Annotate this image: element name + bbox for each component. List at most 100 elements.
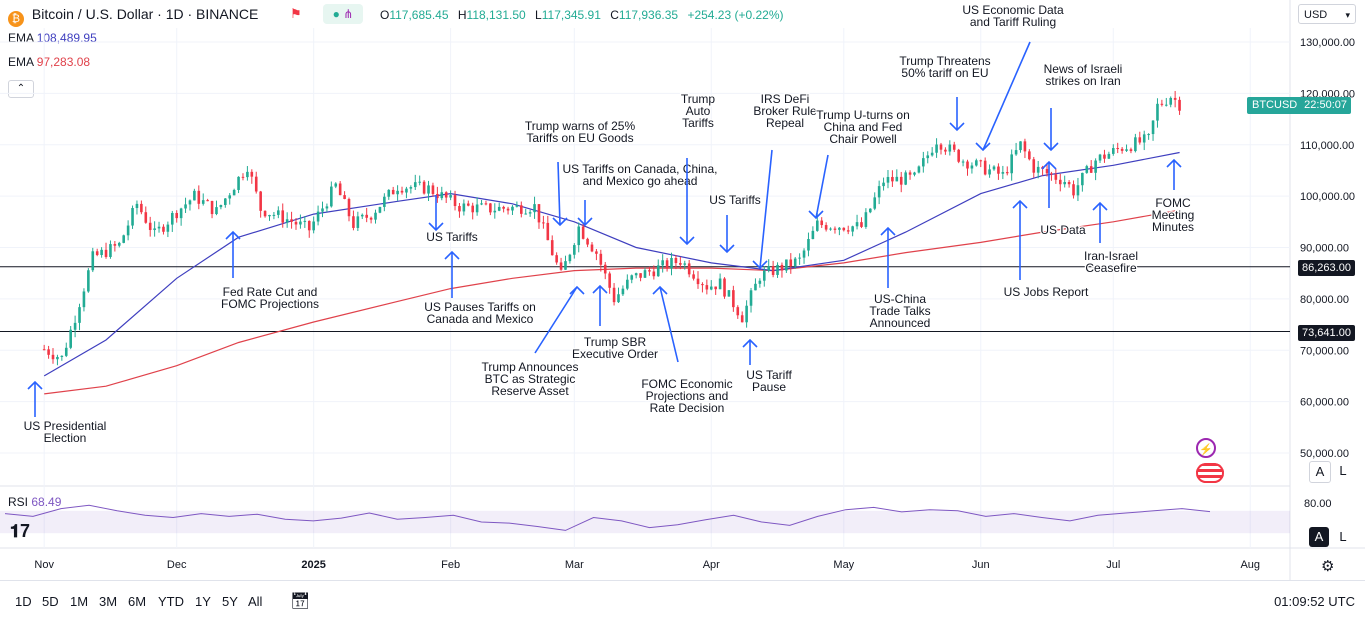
candle: [546, 215, 550, 241]
candle-body: [520, 205, 523, 214]
annotation-label: Ceasefire: [1085, 261, 1137, 275]
candle: [935, 138, 938, 158]
date-range-calendar-icon[interactable]: 📅︎: [290, 593, 311, 610]
candle-body: [811, 230, 815, 240]
rsi-auto-scale-button[interactable]: A: [1309, 527, 1329, 547]
range-1m-button[interactable]: 1M: [70, 594, 89, 609]
candle: [643, 267, 647, 279]
candle-body: [533, 204, 536, 213]
candle-body: [944, 149, 947, 152]
price-axis: 130,000.00120,000.00110,000.00100,000.00…: [1300, 37, 1355, 460]
log-scale-button[interactable]: L: [1339, 463, 1347, 478]
candle-body: [966, 161, 969, 169]
assistant-icon[interactable]: ⚡: [1196, 438, 1216, 458]
candle-body: [352, 216, 355, 228]
candle: [705, 279, 709, 295]
candle: [1001, 165, 1005, 180]
candle: [60, 355, 64, 361]
candle-body: [436, 193, 439, 199]
symbol-title[interactable]: Bitcoin / U.S. Dollar · 1D · BINANCE: [31, 6, 259, 22]
annotation-label: Pause: [752, 380, 786, 394]
range-5d-button[interactable]: 5D: [42, 594, 59, 609]
range-5y-button[interactable]: 5Y: [222, 594, 238, 609]
flag-icon[interactable]: ⚑: [290, 6, 302, 21]
quick-actions[interactable]: ● ⋔: [323, 4, 363, 24]
rsi-legend[interactable]: RSI 68.49: [8, 495, 62, 509]
annotation-arrow: [982, 41, 1031, 151]
candle: [1058, 173, 1062, 192]
candle-body: [489, 203, 492, 213]
candle: [104, 242, 108, 259]
candle-body: [303, 220, 307, 222]
range-1y-button[interactable]: 1Y: [195, 594, 211, 609]
candle: [153, 221, 156, 237]
candle: [409, 185, 413, 194]
candle: [528, 209, 532, 217]
candle-body: [95, 251, 99, 256]
collapse-legend-button[interactable]: ⌃: [8, 80, 34, 98]
candle: [162, 224, 165, 235]
candle: [338, 181, 342, 196]
range-1d-button[interactable]: 1D: [15, 594, 32, 609]
candle-body: [767, 266, 770, 271]
candle: [259, 190, 262, 218]
currency-selector[interactable]: USD ▾: [1298, 4, 1356, 24]
candle-body: [157, 226, 161, 229]
candle: [886, 169, 890, 189]
annotation-label: Trump: [681, 92, 716, 106]
ema-slow-legend[interactable]: EMA 97,283.08: [8, 55, 91, 69]
annotation-arrow: [534, 286, 578, 354]
candle: [537, 204, 541, 229]
candle: [948, 140, 952, 156]
candle: [745, 300, 748, 328]
annotation-label: Repeal: [766, 116, 804, 130]
clock-readout[interactable]: 01:09:52 UTC: [1274, 594, 1355, 609]
candle-body: [1138, 137, 1142, 143]
candle-body: [153, 228, 156, 231]
candle-body: [648, 270, 651, 272]
candle: [568, 253, 572, 264]
candle-body: [537, 204, 541, 223]
arrow-head-icon: [679, 236, 695, 246]
candle-body: [1036, 166, 1040, 173]
range-all-button[interactable]: All: [248, 594, 263, 609]
candle-body: [1094, 160, 1097, 173]
candle-body: [908, 172, 912, 175]
candle: [864, 208, 868, 229]
candle: [564, 255, 567, 270]
candle-body: [1010, 154, 1013, 174]
candle-body: [1058, 179, 1062, 185]
candle-body: [360, 214, 364, 217]
range-6m-button[interactable]: 6M: [128, 594, 147, 609]
candle: [983, 157, 987, 176]
price-chart[interactable]: 130,000.00120,000.00110,000.00100,000.00…: [0, 0, 1365, 580]
candle-body: [166, 224, 170, 232]
candle-body: [290, 219, 293, 222]
candle: [201, 193, 205, 206]
candle-body: [869, 208, 872, 213]
candle: [939, 142, 943, 155]
range-3m-button[interactable]: 3M: [99, 594, 118, 609]
annotation-label: Minutes: [1152, 220, 1194, 234]
annotation-label: US Data: [1040, 223, 1086, 237]
candle: [51, 348, 55, 364]
range-ytd-button[interactable]: YTD: [158, 594, 184, 609]
candle-body: [626, 279, 629, 289]
candle-body: [886, 176, 890, 183]
candle: [135, 200, 139, 215]
us-flag-icon[interactable]: [1196, 463, 1224, 483]
candle: [904, 170, 907, 186]
arrow-head-icon: [808, 210, 824, 220]
candle: [1142, 130, 1146, 151]
settings-gear-icon[interactable]: ⚙: [1321, 558, 1335, 575]
candle-body: [365, 214, 368, 218]
annotation-label: Iran-Israel: [1084, 249, 1138, 263]
candle: [312, 216, 315, 234]
rsi-log-scale-button[interactable]: L: [1339, 529, 1347, 544]
auto-scale-button[interactable]: A: [1309, 461, 1331, 483]
candle: [466, 200, 470, 207]
arrow-head-icon: [592, 284, 608, 294]
candle-body: [493, 210, 497, 213]
annotation-arrow: [659, 286, 679, 363]
